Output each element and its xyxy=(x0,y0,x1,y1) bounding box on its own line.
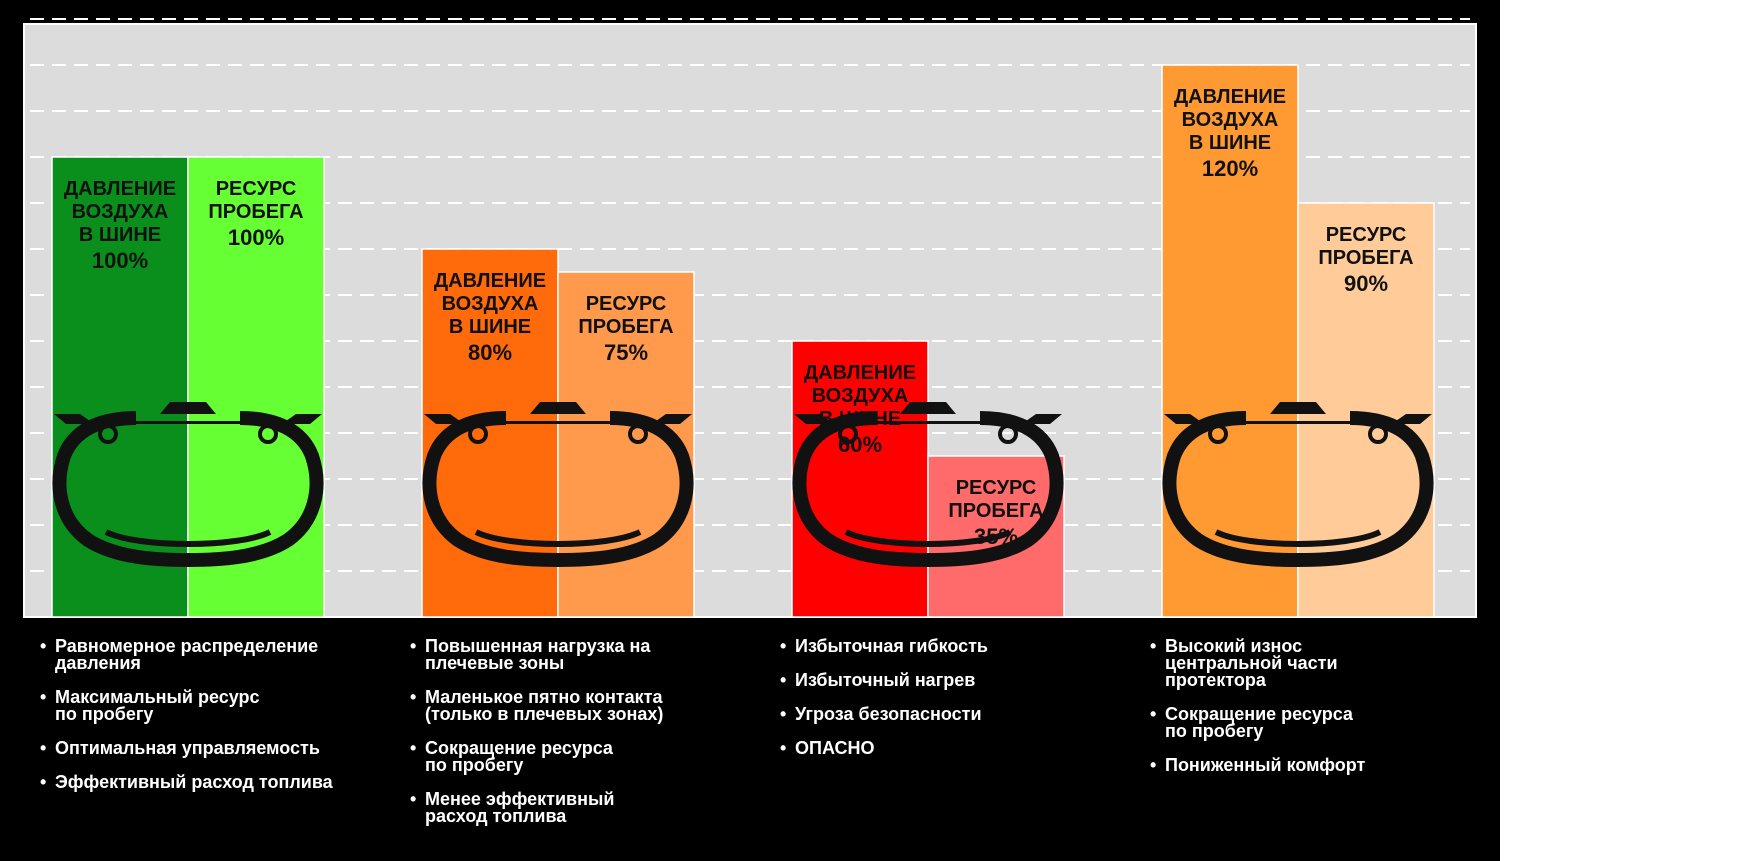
note-item: Маленькое пятно контакта (только в плече… xyxy=(410,688,663,723)
bar-value-label: 60% xyxy=(838,432,882,457)
bar-label-line: РЕСУРС xyxy=(216,178,297,200)
note-item: Избыточный нагрев xyxy=(780,671,988,689)
bar-label-line: ДАВЛЕНИЕ xyxy=(64,178,176,200)
bar-label-line: ВОЗДУХА xyxy=(1182,109,1279,131)
note-item: Сокращение ресурса по пробегу xyxy=(1150,705,1365,740)
bar-label-line: ПРОБЕГА xyxy=(208,201,303,223)
note-item: Максимальный ресурс по пробегу xyxy=(40,688,333,723)
notes-column-2: Повышенная нагрузка на плечевые зоны Мале… xyxy=(410,637,663,842)
note-item: Сокращение ресурса по пробегу xyxy=(410,739,663,774)
bar-label-line: РЕСУРС xyxy=(586,293,667,315)
bar-label-line: РЕСУРС xyxy=(1326,224,1407,246)
notes-column-4: Высокий износ центральной части протекто… xyxy=(1150,637,1365,791)
bar-pressure-1 xyxy=(51,156,189,618)
bar-label-line: В ШИНЕ xyxy=(449,316,531,338)
bar-value-label: 35% xyxy=(974,524,1018,549)
bar-label-line: РЕСУРС xyxy=(956,477,1037,499)
bar-label-line: В ШИНЕ xyxy=(819,408,901,430)
bar-pressure-3 xyxy=(791,340,929,618)
bar-label-line: ДАВЛЕНИЕ xyxy=(804,362,916,384)
bar-mileage-1 xyxy=(187,156,325,618)
note-item: Повышенная нагрузка на плечевые зоны xyxy=(410,637,663,672)
note-item: ОПАСНО xyxy=(780,739,988,757)
bar-label-line: ПРОБЕГА xyxy=(1318,247,1413,269)
bar-value-label: 75% xyxy=(604,340,648,365)
bar-label-line: ДАВЛЕНИЕ xyxy=(1174,86,1286,108)
bar-label-line: ВОЗДУХА xyxy=(72,201,169,223)
bar-label-line: ПРОБЕГА xyxy=(578,316,673,338)
bar-label-line: В ШИНЕ xyxy=(79,224,161,246)
bar-value-label: 80% xyxy=(468,340,512,365)
note-item: Менее эффективный расход топлива xyxy=(410,790,663,825)
bar-label-line: ВОЗДУХА xyxy=(812,385,909,407)
bar-value-label: 100% xyxy=(92,248,148,273)
bar-label-line: В ШИНЕ xyxy=(1189,132,1271,154)
note-item: Эффективный расход топлива xyxy=(40,773,333,791)
bar-label-line: ПРОБЕГА xyxy=(948,500,1043,522)
notes-column-1: Равномерное распределение давления Максим… xyxy=(40,637,333,808)
note-item: Высокий износ центральной части протекто… xyxy=(1150,637,1365,689)
bars xyxy=(51,64,1435,618)
bar-value-label: 100% xyxy=(228,225,284,250)
notes-column-3: Избыточная гибкость Избыточный нагрев Угро… xyxy=(780,637,988,774)
note-item: Избыточная гибкость xyxy=(780,637,988,655)
note-item: Равномерное распределение давления xyxy=(40,637,333,672)
note-item: Пониженный комфорт xyxy=(1150,756,1365,774)
bar-label-line: ВОЗДУХА xyxy=(442,293,539,315)
bar-value-label: 90% xyxy=(1344,271,1388,296)
bar-value-label: 120% xyxy=(1202,156,1258,181)
note-item: Оптимальная управляемость xyxy=(40,739,333,757)
note-item: Угроза безопасности xyxy=(780,705,988,723)
bar-label-line: ДАВЛЕНИЕ xyxy=(434,270,546,292)
